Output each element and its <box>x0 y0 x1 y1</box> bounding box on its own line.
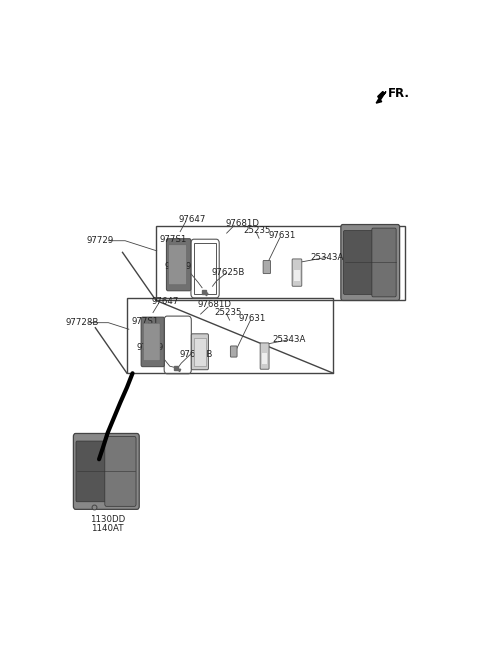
Text: 25343A: 25343A <box>272 335 305 344</box>
Text: FR.: FR. <box>388 87 410 99</box>
Text: 97589: 97589 <box>136 344 164 352</box>
Text: 1130DD: 1130DD <box>90 516 125 524</box>
FancyBboxPatch shape <box>263 260 271 273</box>
Text: 97681D: 97681D <box>225 219 259 228</box>
FancyBboxPatch shape <box>260 343 269 369</box>
Bar <box>194 243 216 294</box>
Text: 97728B: 97728B <box>66 318 99 327</box>
FancyBboxPatch shape <box>230 346 237 357</box>
Text: 977S1: 977S1 <box>160 235 187 244</box>
FancyBboxPatch shape <box>372 228 396 297</box>
Text: 25235: 25235 <box>215 307 242 317</box>
Text: 1140AT: 1140AT <box>91 524 124 533</box>
FancyBboxPatch shape <box>141 317 165 367</box>
FancyBboxPatch shape <box>192 334 208 370</box>
Text: 97647: 97647 <box>179 215 206 224</box>
FancyBboxPatch shape <box>341 225 400 300</box>
FancyBboxPatch shape <box>344 231 376 294</box>
FancyBboxPatch shape <box>292 259 302 286</box>
FancyBboxPatch shape <box>76 441 109 502</box>
FancyBboxPatch shape <box>144 323 160 361</box>
Bar <box>193 338 206 366</box>
Text: 97589: 97589 <box>165 261 192 271</box>
Bar <box>127 298 334 373</box>
Text: 977S1: 977S1 <box>132 317 159 326</box>
Text: 97647: 97647 <box>152 297 179 306</box>
Text: 25343A: 25343A <box>311 253 344 262</box>
Polygon shape <box>376 91 386 103</box>
Text: 97625B: 97625B <box>212 268 245 277</box>
FancyBboxPatch shape <box>167 238 191 291</box>
Bar <box>156 225 405 300</box>
Text: 25235: 25235 <box>243 226 271 235</box>
Text: 97625B: 97625B <box>179 350 213 359</box>
Text: 97729: 97729 <box>86 237 114 245</box>
FancyBboxPatch shape <box>73 434 139 509</box>
Text: 97681D: 97681D <box>197 300 231 309</box>
Text: 97631: 97631 <box>238 313 265 323</box>
Bar <box>294 270 300 281</box>
FancyBboxPatch shape <box>105 436 136 507</box>
Text: 97631: 97631 <box>268 231 295 240</box>
FancyBboxPatch shape <box>168 245 186 284</box>
Bar <box>262 353 267 364</box>
